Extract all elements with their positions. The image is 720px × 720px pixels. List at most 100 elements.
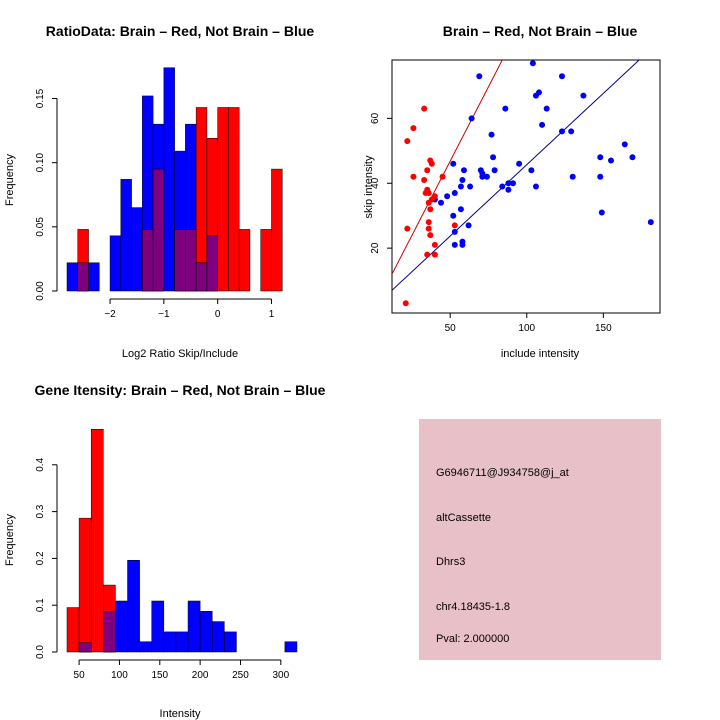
- x-tick-label: 300: [272, 670, 289, 681]
- x-tick-label: 0: [215, 309, 221, 320]
- point-not-brain: [457, 206, 464, 213]
- point-not-brain: [499, 183, 506, 190]
- scatter-title: Brain – Red, Not Brain – Blue: [443, 23, 638, 39]
- point-not-brain: [505, 186, 512, 193]
- x-tick-label: 100: [518, 323, 535, 334]
- point-not-brain: [528, 167, 535, 174]
- x-tick-label: 250: [232, 670, 249, 681]
- point-not-brain: [479, 173, 486, 180]
- bar-brain: [228, 107, 240, 292]
- point-not-brain: [459, 241, 466, 248]
- point-not-brain: [558, 128, 565, 135]
- bar-not-brain: [224, 631, 237, 653]
- point-not-brain: [502, 105, 509, 112]
- red-fit-line: [392, 60, 503, 275]
- intensity-scatter-panel: Brain – Red, Not Brain – Blue include in…: [363, 23, 661, 360]
- point-brain: [424, 167, 431, 174]
- y-tick-label: 0.10: [35, 152, 46, 172]
- point-brain: [427, 232, 434, 239]
- info-probe-id: G6946711@J934758@j_at: [436, 467, 569, 479]
- point-not-brain: [529, 60, 536, 67]
- bar-not-brain: [163, 67, 175, 292]
- point-not-brain: [488, 131, 495, 138]
- bar-not-brain: [175, 631, 189, 653]
- point-not-brain: [450, 212, 457, 219]
- bar-not-brain: [151, 600, 165, 653]
- x-tick-label: −1: [158, 309, 170, 320]
- point-brain: [421, 177, 428, 184]
- y-tick-label: 0.0: [35, 645, 46, 659]
- bar-overlap: [206, 235, 218, 292]
- bar-overlap: [185, 229, 197, 292]
- y-tick-label: 40: [370, 177, 381, 189]
- bar-brain: [90, 428, 104, 653]
- gene-intensity-xlabel: Intensity: [160, 708, 201, 720]
- point-brain: [425, 199, 432, 206]
- point-brain: [425, 225, 432, 232]
- bar-not-brain: [211, 621, 225, 653]
- info-panel: G6946711@J934758@j_at altCassette Dhrs3 …: [419, 419, 661, 660]
- point-not-brain: [468, 115, 475, 122]
- bar-not-brain: [127, 560, 140, 653]
- point-not-brain: [444, 193, 451, 200]
- bar-not-brain: [115, 600, 128, 653]
- bar-not-brain: [131, 207, 143, 292]
- point-not-brain: [539, 121, 546, 128]
- scatter-ylabel: skip intensity: [363, 155, 375, 218]
- point-brain: [410, 173, 417, 180]
- point-not-brain: [598, 209, 605, 216]
- point-not-brain: [450, 160, 457, 167]
- point-not-brain: [438, 199, 445, 206]
- point-not-brain: [558, 73, 565, 80]
- point-not-brain: [451, 228, 458, 235]
- point-brain: [425, 219, 432, 226]
- x-tick-label: 150: [595, 323, 612, 334]
- point-not-brain: [516, 160, 523, 167]
- point-not-brain: [569, 173, 576, 180]
- ratio-histogram-xlabel: Log2 Ratio Skip/Include: [122, 348, 238, 360]
- gene-intensity-title: Gene Itensity: Brain – Red, Not Brain – …: [35, 382, 326, 398]
- point-brain: [410, 125, 417, 132]
- bar-not-brain: [120, 179, 132, 292]
- point-brain: [431, 251, 438, 258]
- point-brain: [439, 173, 446, 180]
- point-not-brain: [476, 73, 483, 80]
- point-not-brain: [465, 222, 472, 229]
- ratio-histogram-ylabel: Frequency: [4, 154, 16, 206]
- y-tick-label: 0.3: [35, 504, 46, 518]
- x-tick-label: 50: [445, 323, 457, 334]
- gene-intensity-ylabel: Frequency: [4, 514, 16, 566]
- point-not-brain: [491, 167, 498, 174]
- point-not-brain: [505, 180, 512, 187]
- point-brain: [424, 251, 431, 258]
- bar-brain: [238, 229, 251, 292]
- scatter-xlabel: include intensity: [501, 348, 580, 360]
- bar-brain: [271, 168, 283, 292]
- y-tick-label: 0.4: [35, 457, 46, 471]
- point-brain: [421, 105, 428, 112]
- point-not-brain: [532, 92, 539, 99]
- info-panel-background: [419, 419, 661, 660]
- bar-not-brain: [66, 262, 79, 292]
- ratio-histogram-title: RatioData: Brain – Red, Not Brain – Blue: [46, 23, 315, 39]
- point-not-brain: [451, 189, 458, 196]
- point-not-brain: [483, 173, 490, 180]
- point-brain: [422, 189, 429, 196]
- x-tick-label: 1: [269, 309, 275, 320]
- ratio-histogram-panel: RatioData: Brain – Red, Not Brain – Blue…: [4, 23, 314, 360]
- point-brain: [428, 160, 435, 167]
- bar-not-brain: [163, 631, 177, 653]
- point-not-brain: [460, 167, 467, 174]
- info-location: chr4.18435-1.8: [436, 601, 510, 613]
- scatter-plot-area: [392, 60, 654, 307]
- y-tick-label: 0.15: [35, 88, 46, 108]
- bar-not-brain: [199, 611, 213, 653]
- point-not-brain: [490, 154, 497, 161]
- x-tick-label: 50: [74, 670, 86, 681]
- point-not-brain: [532, 183, 539, 190]
- bar-not-brain: [88, 262, 100, 292]
- bar-overlap: [78, 642, 92, 653]
- x-tick-label: −2: [104, 309, 116, 320]
- bar-brain: [66, 607, 80, 653]
- point-not-brain: [451, 241, 458, 248]
